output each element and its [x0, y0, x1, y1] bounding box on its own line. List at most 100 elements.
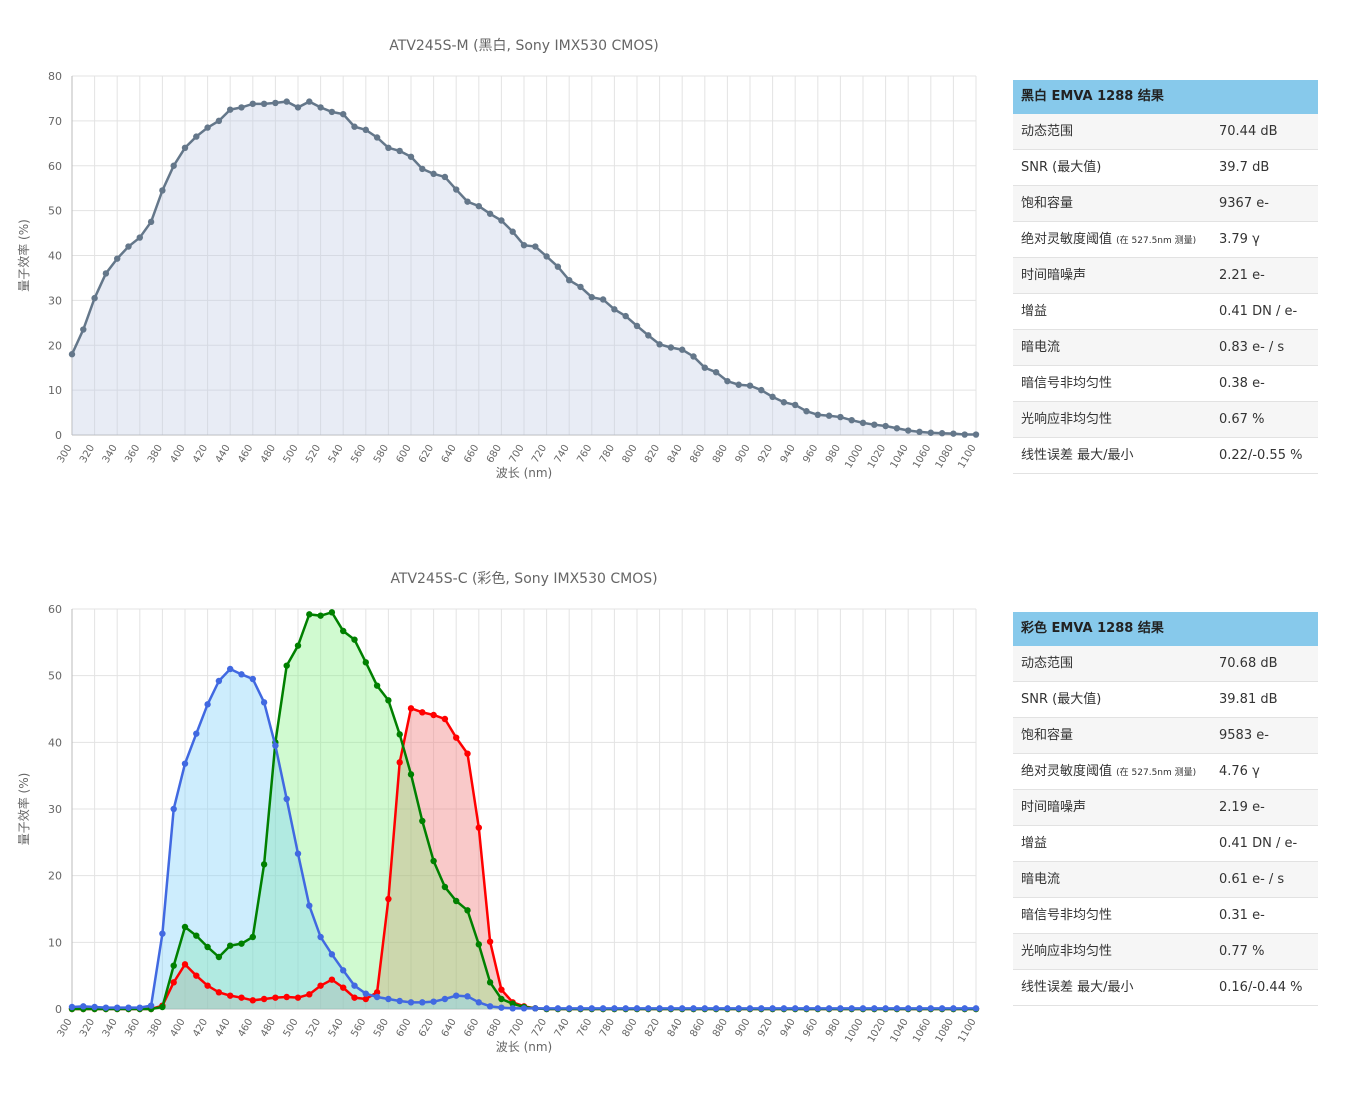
point — [475, 999, 482, 1006]
row-label-cell: 增益 — [1021, 826, 1219, 861]
x-tick-label: 920 — [756, 443, 775, 465]
row-value: 0.83 e- / s — [1219, 340, 1285, 355]
point — [283, 98, 290, 105]
x-tick-label: 1000 — [843, 1017, 865, 1045]
point — [351, 123, 358, 130]
point — [362, 659, 369, 666]
point — [306, 991, 313, 998]
point — [272, 99, 279, 107]
point — [125, 243, 132, 250]
x-tick-label: 1040 — [889, 443, 911, 471]
y-tick-label: 30 — [48, 294, 62, 307]
row-value: 70.44 dB — [1219, 124, 1278, 139]
row-value: 0.41 DN / e- — [1219, 304, 1298, 319]
point — [588, 294, 595, 301]
results-table: 彩色 EMVA 1288 结果 动态范围 70.68 dB SNR (最大值) 39.8… — [1013, 612, 1318, 1006]
row-label: 光响应非均匀性 — [1021, 944, 1113, 959]
point — [746, 1005, 754, 1012]
point — [294, 850, 302, 857]
row-value: 0.67 % — [1219, 412, 1265, 427]
table-row: 暗信号非均匀性 0.31 e- — [1013, 898, 1318, 934]
x-tick-label: 660 — [462, 443, 481, 465]
x-tick-label: 880 — [711, 443, 730, 465]
point — [373, 134, 381, 141]
point — [317, 933, 324, 941]
point — [961, 431, 968, 438]
point — [950, 430, 957, 437]
point — [441, 995, 449, 1003]
x-tick-label: 720 — [530, 1017, 549, 1039]
x-tick-label: 560 — [349, 443, 368, 465]
table-row: SNR (最大值) 39.81 dB — [1013, 682, 1318, 718]
x-tick-label: 340 — [101, 1017, 120, 1039]
x-tick-label: 380 — [146, 443, 165, 465]
point — [938, 430, 946, 437]
point — [712, 368, 720, 376]
y-tick-label: 20 — [48, 339, 62, 352]
point — [882, 1005, 889, 1012]
x-tick-label: 900 — [734, 1017, 753, 1039]
x-tick-label: 800 — [621, 443, 640, 465]
point — [204, 701, 211, 708]
x-tick-label: 420 — [191, 1017, 210, 1039]
area — [72, 612, 976, 1009]
point — [159, 187, 166, 194]
point — [260, 995, 268, 1003]
point — [306, 98, 313, 105]
point — [746, 382, 754, 389]
point — [520, 1005, 528, 1012]
row-label: 暗电流 — [1021, 340, 1061, 355]
row-label: 光响应非均匀性 — [1021, 412, 1113, 427]
point — [453, 992, 460, 999]
x-tick-label: 400 — [169, 443, 188, 465]
point — [419, 709, 426, 716]
row-label-cell: 绝对灵敏度阈值 (在 527.5nm 测量) — [1021, 754, 1219, 789]
y-tick-label: 20 — [48, 870, 62, 883]
point — [701, 364, 708, 371]
point — [430, 998, 437, 1005]
point — [498, 986, 505, 993]
chart-title: ATV245S-M (黑白, Sony IMX530 CMOS) — [389, 38, 658, 54]
x-tick-label: 500 — [282, 443, 301, 465]
point — [204, 982, 211, 989]
row-value: 0.31 e- — [1219, 908, 1265, 923]
row-label: 线性误差 最大/最小 — [1021, 980, 1134, 995]
x-tick-label: 980 — [824, 443, 843, 465]
table-row: 动态范围 70.44 dB — [1013, 114, 1318, 150]
row-label-cell: 线性误差 最大/最小 — [1021, 438, 1219, 473]
x-tick-label: 600 — [395, 1017, 414, 1039]
row-label-cell: 暗信号非均匀性 — [1021, 898, 1219, 933]
y-tick-label: 50 — [48, 205, 62, 218]
y-tick-label: 80 — [48, 70, 62, 83]
point — [577, 283, 584, 291]
point — [532, 243, 539, 250]
point — [871, 1005, 878, 1012]
row-label-cell: 线性误差 最大/最小 — [1021, 970, 1219, 1005]
point — [769, 393, 776, 401]
row-label: 饱和容量 — [1021, 196, 1074, 211]
table-title: 彩色 EMVA 1288 结果 — [1013, 612, 1318, 646]
point — [407, 771, 415, 778]
row-label: 增益 — [1021, 836, 1048, 851]
x-tick-label: 940 — [779, 443, 798, 465]
row-value: 2.19 e- — [1219, 800, 1265, 815]
row-label: SNR (最大值) — [1021, 692, 1102, 707]
point — [622, 1005, 629, 1012]
point — [373, 989, 381, 996]
point — [486, 1003, 494, 1010]
point — [215, 953, 223, 961]
point — [464, 198, 471, 205]
area — [72, 669, 976, 1009]
point — [340, 110, 347, 118]
point — [758, 386, 765, 394]
point — [509, 1005, 516, 1012]
point — [159, 1003, 166, 1011]
row-note: (在 527.5nm 测量) — [1116, 236, 1197, 246]
x-tick-label: 300 — [56, 1017, 75, 1039]
point — [520, 241, 528, 249]
point — [260, 699, 268, 706]
x-tick-label: 820 — [643, 443, 662, 465]
table-row: 暗电流 0.61 e- / s — [1013, 862, 1318, 898]
row-value: 2.21 e- — [1219, 268, 1265, 283]
point — [283, 662, 290, 669]
